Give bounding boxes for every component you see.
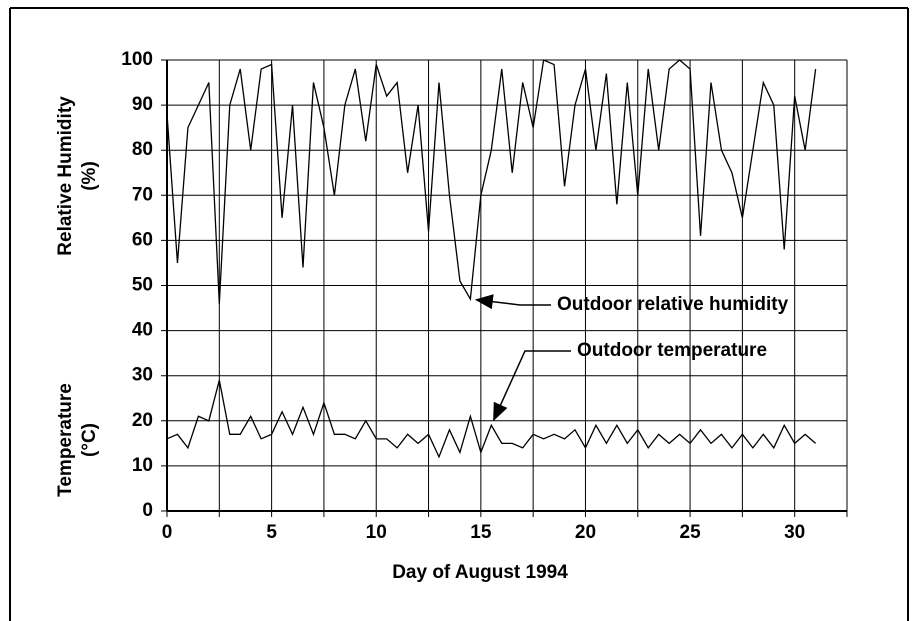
y-tick-label: 80 (132, 139, 153, 160)
x-axis-label: Day of August 1994 (392, 562, 568, 583)
y-tick-label: 90 (132, 94, 153, 115)
data-line (166, 59, 817, 304)
y-axis-label: (°C) (79, 423, 100, 457)
annotation: Outdoor temperature (577, 340, 767, 361)
annotation-arrow (493, 350, 571, 422)
y-tick-label: 100 (121, 49, 153, 70)
y-tick-label: 60 (132, 229, 153, 250)
x-tick-label: 20 (575, 522, 596, 543)
x-tick-label: 0 (162, 522, 173, 543)
y-axis-label: Temperature (55, 383, 76, 497)
x-tick-label: 10 (366, 522, 387, 543)
y-tick-label: 10 (132, 455, 153, 476)
annotation-arrow (474, 294, 551, 310)
y-tick-label: 50 (132, 275, 153, 296)
data-line (166, 380, 817, 459)
x-tick-label: 15 (470, 522, 492, 543)
x-tick-label: 5 (266, 522, 277, 543)
y-tick-label: 70 (132, 184, 153, 205)
y-tick-label: 20 (132, 410, 153, 431)
y-axis-label: Relative Humidity (55, 96, 76, 256)
y-tick-label: 30 (132, 365, 153, 386)
x-tick-label: 30 (784, 522, 805, 543)
x-tick-label: 25 (680, 522, 702, 543)
y-axis-label: (%) (79, 161, 100, 191)
y-tick-label: 0 (142, 500, 153, 521)
annotation: Outdoor relative humidity (557, 294, 789, 315)
y-tick-label: 40 (132, 320, 153, 341)
